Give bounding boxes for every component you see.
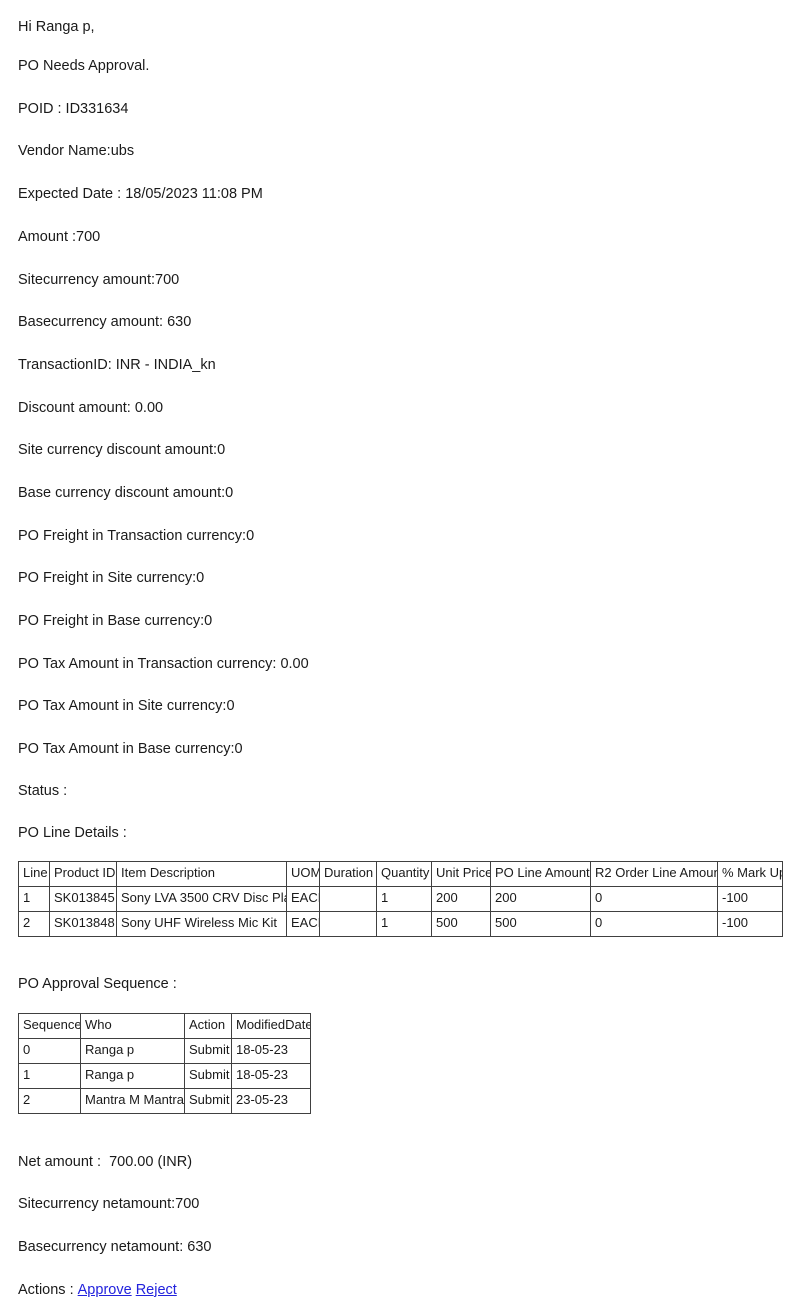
col-header-r2-order-line-amount: R2 Order Line Amount <box>590 860 718 887</box>
cell-unit-price: 500 <box>431 910 491 937</box>
vendor-name-line: Vendor Name:ubs <box>18 143 135 160</box>
table-row: 1 Ranga p Submit 18-05-23 <box>18 1062 311 1089</box>
cell-unit-price: 200 <box>431 885 491 912</box>
subject-line: PO Needs Approval. <box>18 58 150 75</box>
spacer-after-approval-table <box>0 1114 800 1141</box>
col-header-po-line-amount: PO Line Amount <box>490 860 591 887</box>
cell-who: Ranga p <box>80 1062 185 1089</box>
table-header-row: Sequence Who Action ModifiedDate <box>18 1012 311 1039</box>
cell-mark-up: -100 <box>717 910 783 937</box>
cell-item-description: Sony LVA 3500 CRV Disc Player <box>116 885 287 912</box>
po-approval-sequence-label: PO Approval Sequence : <box>18 976 177 993</box>
po-approval-sequence-table-container: Sequence Who Action ModifiedDate 0 Ranga… <box>0 1006 800 1114</box>
greeting-line: Hi Ranga p, <box>18 18 95 35</box>
table-row: 2 Mantra M Mantra Submit 23-05-23 <box>18 1087 311 1114</box>
cell-r2-order-line-amount: 0 <box>590 910 718 937</box>
cell-modified-date: 18-05-23 <box>231 1062 311 1089</box>
cell-sequence: 0 <box>18 1037 81 1064</box>
actions-label: Actions : <box>18 1281 78 1298</box>
cell-uom: EACH <box>286 885 320 912</box>
cell-action: Submit <box>184 1037 232 1064</box>
cell-modified-date: 23-05-23 <box>231 1087 311 1114</box>
cell-action: Submit <box>184 1087 232 1114</box>
cell-line: 2 <box>18 910 50 937</box>
po-freight-base-currency-line: PO Freight in Base currency:0 <box>18 613 213 630</box>
table-row: 0 Ranga p Submit 18-05-23 <box>18 1037 311 1064</box>
po-freight-site-currency-line: PO Freight in Site currency:0 <box>18 570 205 587</box>
cell-action: Submit <box>184 1062 232 1089</box>
po-line-details-label: PO Line Details : <box>18 825 127 842</box>
table-header-row: Line Product ID Item Description UOM Dur… <box>18 860 783 887</box>
site-currency-discount-amount-line: Site currency discount amount:0 <box>18 442 226 459</box>
table-row: 2 SK013848 Sony UHF Wireless Mic Kit EAC… <box>18 910 783 937</box>
col-header-mark-up: % Mark Up <box>717 860 783 887</box>
cell-po-line-amount: 500 <box>490 910 591 937</box>
spacer-after-po-line-table <box>0 937 800 964</box>
col-header-product-id: Product ID <box>49 860 117 887</box>
cell-item-description: Sony UHF Wireless Mic Kit <box>116 910 287 937</box>
col-header-action: Action <box>184 1012 232 1039</box>
expected-date-line: Expected Date : 18/05/2023 11:08 PM <box>18 186 263 203</box>
transaction-id-line: TransactionID: INR - INDIA_kn <box>18 356 216 373</box>
cell-quantity: 1 <box>376 910 432 937</box>
actions-line: Actions : Approve Reject <box>0 1269 800 1311</box>
discount-amount-line: Discount amount: 0.00 <box>18 399 164 416</box>
cell-uom: EACH <box>286 910 320 937</box>
basecurrency-amount-line: Basecurrency amount: 630 <box>18 314 192 331</box>
col-header-duration: Duration <box>319 860 377 887</box>
sitecurrency-netamount-line: Sitecurrency netamount:700 <box>18 1196 200 1213</box>
cell-duration <box>319 910 377 937</box>
col-header-uom: UOM <box>286 860 320 887</box>
po-tax-site-currency-line: PO Tax Amount in Site currency:0 <box>18 698 235 715</box>
cell-modified-date: 18-05-23 <box>231 1037 311 1064</box>
reject-link[interactable]: Reject <box>135 1281 177 1298</box>
cell-po-line-amount: 200 <box>490 885 591 912</box>
col-header-sequence: Sequence <box>18 1012 81 1039</box>
poid-line: POID : ID331634 <box>18 100 129 117</box>
col-header-line: Line <box>18 860 50 887</box>
cell-mark-up: -100 <box>717 885 783 912</box>
approve-link[interactable]: Approve <box>77 1281 132 1298</box>
po-freight-transaction-currency-line: PO Freight in Transaction currency:0 <box>18 527 255 544</box>
table-row: 1 SK013845 Sony LVA 3500 CRV Disc Player… <box>18 885 783 912</box>
base-currency-discount-amount-line: Base currency discount amount:0 <box>18 484 234 501</box>
cell-who: Mantra M Mantra <box>80 1087 185 1114</box>
cell-r2-order-line-amount: 0 <box>590 885 718 912</box>
cell-sequence: 1 <box>18 1062 81 1089</box>
po-line-details-table-container: Line Product ID Item Description UOM Dur… <box>0 855 800 937</box>
status-label: Status : <box>18 783 68 800</box>
col-header-quantity: Quantity <box>376 860 432 887</box>
cell-line: 1 <box>18 885 50 912</box>
cell-product-id: SK013845 <box>49 885 117 912</box>
net-amount-line: Net amount : 700.00 (INR) <box>18 1153 193 1170</box>
cell-sequence: 2 <box>18 1087 81 1114</box>
po-approval-sequence-table: Sequence Who Action ModifiedDate 0 Ranga… <box>18 1012 311 1114</box>
col-header-who: Who <box>80 1012 185 1039</box>
amount-line: Amount :700 <box>18 228 101 245</box>
po-tax-base-currency-line: PO Tax Amount in Base currency:0 <box>18 741 243 758</box>
cell-duration <box>319 885 377 912</box>
cell-product-id: SK013848 <box>49 910 117 937</box>
col-header-item-description: Item Description <box>116 860 287 887</box>
po-tax-transaction-currency-line: PO Tax Amount in Transaction currency: 0… <box>18 655 309 672</box>
sitecurrency-amount-line: Sitecurrency amount:700 <box>18 271 180 288</box>
po-line-details-table: Line Product ID Item Description UOM Dur… <box>18 860 783 937</box>
cell-quantity: 1 <box>376 885 432 912</box>
col-header-modified-date: ModifiedDate <box>231 1012 311 1039</box>
cell-who: Ranga p <box>80 1037 185 1064</box>
basecurrency-netamount-line: Basecurrency netamount: 630 <box>18 1239 212 1256</box>
col-header-unit-price: Unit Price <box>431 860 491 887</box>
